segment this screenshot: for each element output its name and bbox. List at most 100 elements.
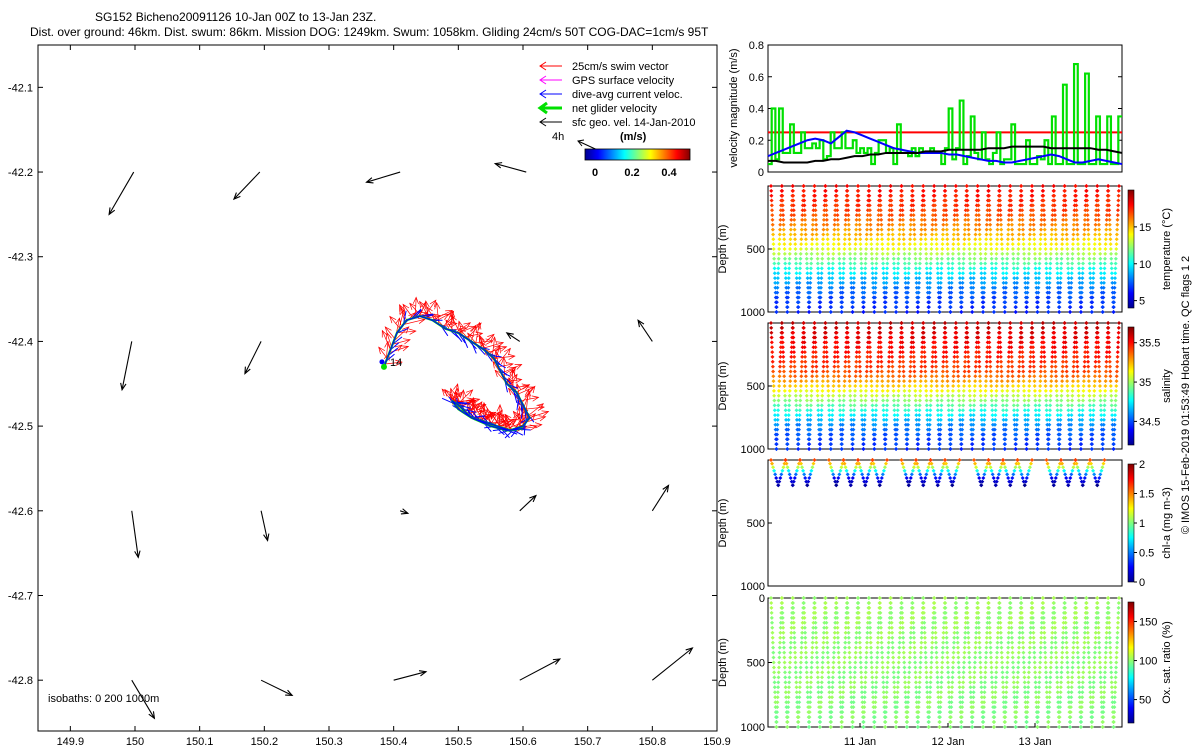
geo-vector	[637, 319, 653, 342]
temperature-point	[786, 280, 791, 285]
temperature-point	[939, 271, 944, 276]
temperature-point	[908, 237, 913, 242]
legend-net-label: net glider velocity	[572, 103, 657, 115]
temperature-point	[836, 242, 841, 247]
temperature-point	[818, 305, 823, 310]
temperature-point	[809, 242, 814, 247]
temperature-point	[863, 256, 868, 261]
temperature-point	[873, 280, 878, 285]
temperature-point	[794, 261, 799, 266]
map-colorbar-tick-2: 0.4	[661, 167, 677, 179]
temperature-point	[888, 188, 893, 193]
temperature-point	[801, 188, 806, 193]
geo-vector	[651, 647, 694, 681]
temperature-point	[916, 295, 921, 300]
temperature-point	[952, 213, 957, 218]
swim-vector	[389, 315, 401, 329]
temperature-point	[797, 276, 802, 281]
temperature-point	[903, 285, 908, 290]
temperature-point	[809, 251, 814, 256]
map-xtick-label: 150.5	[445, 736, 473, 748]
temperature-point	[804, 247, 809, 251]
temperature-point	[935, 266, 940, 271]
map-legend: 25cm/s swim vector GPS surface velocity …	[537, 61, 696, 179]
temperature-point	[780, 198, 785, 203]
temperature-point	[936, 280, 941, 285]
temperature-point	[829, 305, 834, 310]
temperature-point	[946, 256, 951, 261]
temperature-point	[836, 227, 841, 232]
temperature-point	[949, 285, 954, 290]
temperature-point	[827, 280, 832, 285]
temperature-point	[932, 184, 937, 188]
temperature-point	[899, 184, 904, 188]
map-x-axis: 149.9 150 150.1 150.2 150.3 150.4 150.5 150.6 15…	[57, 45, 731, 748]
temperature-point	[911, 208, 916, 213]
temperature-point	[810, 232, 815, 237]
temperature-point	[949, 290, 954, 295]
temperature-point	[939, 276, 944, 281]
temperature-point	[910, 193, 915, 198]
temperature-point	[935, 271, 940, 276]
temperature-point	[815, 242, 820, 247]
velocity-series-line	[768, 62, 1122, 166]
temperature-point	[930, 232, 935, 237]
temperature-point	[840, 280, 845, 285]
temperature-point	[933, 222, 938, 227]
velocity-ytick-label: 0.6	[749, 72, 764, 84]
temperature-point	[851, 280, 856, 285]
temperature-point	[843, 213, 848, 218]
temperature-point	[906, 280, 911, 285]
temperature-point	[777, 242, 782, 247]
temperature-point	[813, 208, 818, 213]
chl-colorbar	[1127, 463, 1135, 583]
temperature-point	[791, 198, 796, 203]
temperature-point	[774, 305, 779, 310]
temperature-point	[788, 242, 793, 247]
temperature-point	[812, 184, 817, 188]
temperature-point	[830, 261, 835, 266]
temperature-point	[868, 217, 873, 222]
temperature-point	[816, 285, 821, 290]
title-line-1: SG152 Bicheno20091126 10-Jan 00Z to 13-J…	[95, 10, 376, 24]
temperature-point	[818, 295, 823, 300]
temperature-point	[859, 256, 864, 261]
temperature-point	[944, 222, 949, 227]
temperature-point	[948, 305, 953, 310]
temperature-point	[854, 217, 859, 222]
swim-vector	[498, 362, 514, 369]
map-ytick-label: -42.4	[8, 336, 33, 348]
temperature-point	[836, 247, 841, 251]
temperature-point	[786, 276, 791, 281]
temperature-point	[798, 261, 803, 266]
temperature-point	[933, 213, 938, 218]
temperature-point	[769, 198, 774, 203]
temperature-point	[775, 280, 780, 285]
temperature-point	[911, 203, 916, 208]
temperature-point	[846, 213, 851, 218]
temperature-point	[773, 285, 778, 290]
temperature-point	[791, 208, 796, 213]
temperature-point	[835, 203, 840, 208]
temperature-point	[787, 266, 792, 271]
temperature-point	[865, 208, 870, 213]
temperature-point	[881, 271, 886, 276]
temperature-point	[807, 295, 812, 300]
temperature-point	[859, 261, 864, 266]
temperature-point	[846, 217, 851, 222]
temperature-point	[939, 261, 944, 266]
temperature-point	[832, 213, 837, 218]
temperature-point	[816, 276, 821, 281]
temperature-point	[819, 280, 824, 285]
temperature-point	[792, 217, 797, 222]
swim-vector	[409, 302, 422, 317]
temperature-point	[952, 222, 957, 227]
temperature-point	[934, 227, 939, 232]
temperature-point	[782, 247, 787, 251]
temperature-point	[836, 237, 841, 242]
temperature-point	[900, 213, 905, 218]
temperature-point	[793, 242, 798, 247]
temperature-point	[789, 208, 794, 213]
temperature-point	[842, 247, 847, 251]
temperature-point	[891, 251, 896, 256]
